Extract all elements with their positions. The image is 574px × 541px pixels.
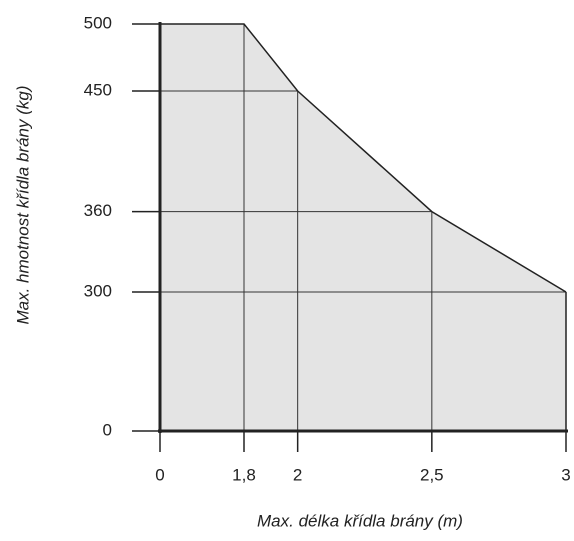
x-tick-label: 3 <box>561 465 570 484</box>
y-tick-label: 0 <box>103 420 112 439</box>
x-axis-title: Max. délka křídla brány (m) <box>257 511 463 530</box>
y-axis-title: Max. hmotnost křídla brány (kg) <box>13 85 32 324</box>
x-tick-label: 2 <box>293 465 302 484</box>
y-tick-label: 500 <box>84 13 112 32</box>
area-outline <box>160 23 567 293</box>
y-tick-label: 360 <box>84 201 112 220</box>
y-tick-label: 300 <box>84 281 112 300</box>
y-tick-label: 450 <box>84 80 112 99</box>
x-tick-label: 1,8 <box>232 465 256 484</box>
x-tick-label: 0 <box>155 465 164 484</box>
area <box>160 24 566 431</box>
x-tick-label: 2,5 <box>420 465 444 484</box>
